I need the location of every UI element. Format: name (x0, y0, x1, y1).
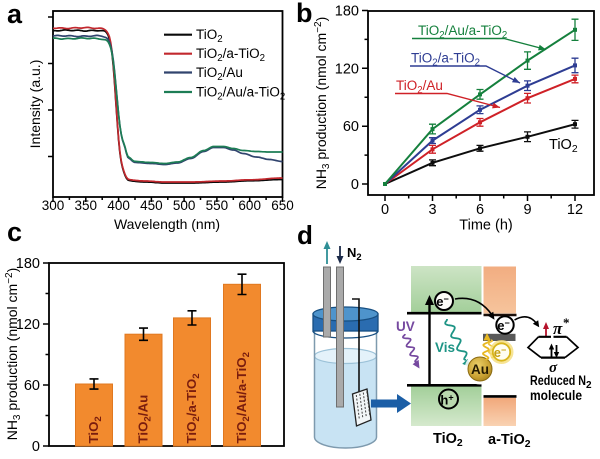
svg-text:0: 0 (351, 177, 359, 193)
svg-text:Intensity (a.u.): Intensity (a.u.) (27, 60, 43, 149)
svg-text:300: 300 (42, 198, 65, 213)
svg-text:3: 3 (428, 202, 436, 218)
svg-text:σ: σ (549, 360, 558, 376)
svg-text:600: 600 (238, 198, 261, 213)
svg-text:550: 550 (206, 198, 229, 213)
svg-text:d: d (297, 220, 313, 250)
svg-text:a: a (7, 0, 23, 29)
svg-text:Au: Au (471, 362, 489, 377)
svg-text:Reduced N2: Reduced N2 (530, 373, 592, 391)
svg-text:NH3 production (nmol cm−2): NH3 production (nmol cm−2) (313, 17, 332, 190)
svg-text:a-TiO2​: a-TiO2​ (488, 432, 531, 450)
svg-text:60: 60 (24, 378, 40, 394)
svg-text:Vis: Vis (435, 340, 455, 355)
svg-text:650: 650 (271, 198, 294, 213)
svg-text:TiO2​: TiO2​ (433, 431, 463, 449)
svg-text:b: b (296, 0, 313, 28)
svg-text:molecule: molecule (530, 388, 582, 403)
svg-text:π: π (553, 319, 563, 338)
svg-text:c: c (7, 217, 22, 247)
svg-text:Wavelength (nm): Wavelength (nm) (114, 216, 220, 232)
svg-text:180: 180 (335, 4, 359, 20)
svg-text:9: 9 (523, 202, 531, 218)
svg-text:TiO2​/a-TiO2​: TiO2​/a-TiO2​ (184, 373, 202, 443)
svg-text:TiO2​: TiO2​ (549, 137, 578, 155)
svg-text:120: 120 (335, 61, 359, 77)
svg-text:0: 0 (32, 439, 40, 455)
svg-text:TiO2​/Au: TiO2​/Au (196, 65, 243, 83)
svg-text:TiO2​/a-TiO2​: TiO2​/a-TiO2​ (196, 46, 265, 64)
svg-text:TiO2​/Au: TiO2​/Au (396, 78, 443, 96)
svg-text:*: * (563, 315, 570, 330)
svg-text:6: 6 (476, 202, 484, 218)
svg-text:TiO2​: TiO2​ (86, 416, 104, 443)
svg-text:UV: UV (396, 319, 415, 334)
svg-text:TiO2​: TiO2​ (196, 27, 223, 45)
svg-text:180: 180 (16, 256, 40, 272)
svg-text:450: 450 (140, 198, 163, 213)
svg-text:Time (h): Time (h) (459, 218, 512, 234)
svg-text:TiO2​/a-TiO2​: TiO2​/a-TiO2​ (411, 51, 480, 69)
svg-text:NH3 production (nmol cm−2): NH3 production (nmol cm−2) (4, 268, 23, 441)
svg-text:400: 400 (107, 198, 130, 213)
svg-text:TiO2​/Au: TiO2​/Au (136, 395, 154, 444)
svg-text:0: 0 (381, 202, 389, 218)
svg-text:120: 120 (16, 317, 40, 333)
svg-text:500: 500 (173, 198, 196, 213)
svg-text:350: 350 (75, 198, 98, 213)
svg-text:60: 60 (343, 119, 359, 135)
svg-text:12: 12 (567, 202, 583, 218)
